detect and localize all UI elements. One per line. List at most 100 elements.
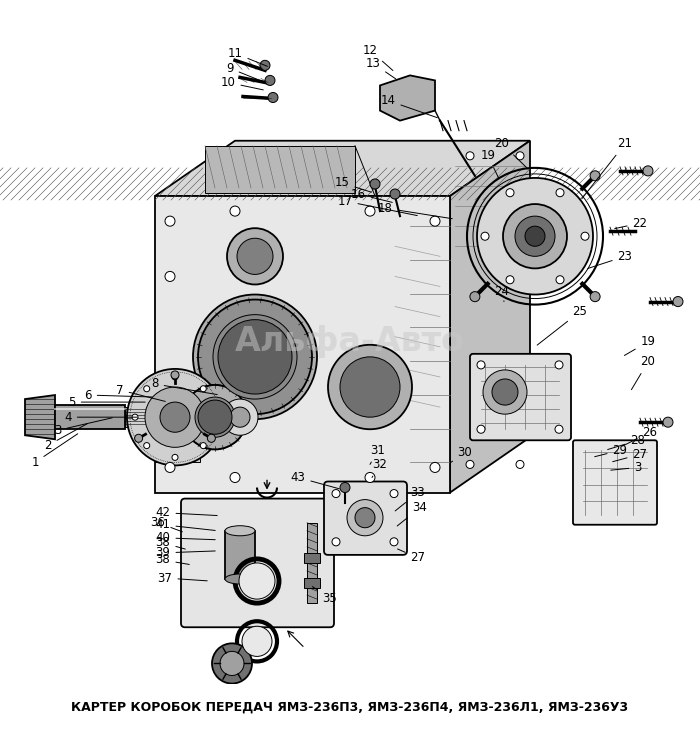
Text: 39: 39 [155, 546, 215, 559]
Circle shape [516, 152, 524, 159]
Circle shape [268, 93, 278, 102]
Text: 18: 18 [377, 201, 452, 219]
Bar [304, 578, 320, 588]
Text: 38: 38 [155, 553, 189, 567]
Text: КАРТЕР КОРОБОК ПЕРЕДАЧ ЯМЗ-236П3, ЯМЗ-236П4, ЯМЗ-236Л1, ЯМЗ-236У3: КАРТЕР КОРОБОК ПЕРЕДАЧ ЯМЗ-236П3, ЯМЗ-23… [71, 700, 629, 713]
Polygon shape [155, 140, 530, 196]
Circle shape [477, 426, 485, 433]
Circle shape [165, 407, 175, 417]
Text: 20: 20 [631, 356, 655, 390]
Bar [307, 523, 317, 603]
Circle shape [195, 397, 235, 437]
Circle shape [200, 386, 206, 392]
Circle shape [172, 374, 178, 380]
Circle shape [481, 232, 489, 240]
Circle shape [556, 276, 564, 284]
Circle shape [134, 434, 143, 442]
Circle shape [643, 166, 653, 176]
FancyBboxPatch shape [324, 481, 407, 555]
Circle shape [222, 399, 258, 435]
Circle shape [483, 370, 527, 414]
Text: 43: 43 [290, 471, 340, 489]
Circle shape [237, 238, 273, 274]
Circle shape [212, 414, 218, 420]
Ellipse shape [225, 526, 255, 536]
Circle shape [200, 442, 206, 448]
Circle shape [260, 60, 270, 71]
Circle shape [355, 508, 375, 528]
Circle shape [165, 271, 175, 282]
Circle shape [365, 206, 375, 216]
Text: 42: 42 [155, 506, 217, 519]
Circle shape [590, 292, 600, 301]
Text: 20: 20 [495, 137, 528, 169]
Circle shape [390, 490, 398, 498]
Text: 3: 3 [611, 461, 642, 474]
Circle shape [340, 482, 350, 492]
Text: 22: 22 [615, 217, 648, 229]
Circle shape [230, 407, 250, 427]
Circle shape [390, 538, 398, 546]
Text: 26: 26 [622, 426, 657, 446]
Text: 12: 12 [363, 44, 393, 71]
Bar [205, 146, 355, 193]
Circle shape [328, 345, 412, 429]
Text: 21: 21 [582, 137, 633, 199]
Circle shape [466, 460, 474, 468]
Text: 7: 7 [116, 384, 165, 401]
Text: 9: 9 [226, 62, 262, 82]
Circle shape [207, 434, 216, 442]
Bar [55, 405, 125, 429]
Text: 35: 35 [312, 587, 337, 605]
Circle shape [347, 500, 383, 536]
Text: 34: 34 [397, 501, 428, 526]
Text: 16: 16 [351, 187, 392, 202]
Circle shape [430, 216, 440, 226]
Text: 14: 14 [381, 94, 438, 118]
Text: 38: 38 [155, 537, 186, 549]
Circle shape [525, 226, 545, 246]
Circle shape [515, 216, 555, 257]
Text: 3: 3 [55, 417, 112, 437]
Circle shape [127, 369, 223, 465]
Text: 27: 27 [398, 549, 426, 564]
Circle shape [242, 626, 272, 656]
Circle shape [183, 385, 247, 449]
Circle shape [556, 189, 564, 197]
Ellipse shape [225, 574, 255, 584]
Text: 5: 5 [69, 395, 145, 409]
Text: 36: 36 [150, 516, 183, 532]
Circle shape [332, 490, 340, 498]
Circle shape [160, 402, 190, 432]
Circle shape [590, 171, 600, 181]
Text: 11: 11 [228, 47, 267, 66]
Circle shape [503, 204, 567, 268]
Bar [304, 553, 320, 563]
Circle shape [365, 473, 375, 482]
Polygon shape [380, 76, 435, 121]
Text: 1: 1 [32, 434, 78, 469]
Circle shape [132, 414, 138, 420]
FancyBboxPatch shape [181, 498, 334, 627]
Bar [195, 168, 490, 200]
Circle shape [212, 643, 252, 684]
Circle shape [198, 300, 312, 414]
Text: 24: 24 [494, 285, 510, 301]
Circle shape [555, 361, 563, 369]
Text: 25: 25 [537, 305, 587, 345]
Circle shape [492, 379, 518, 405]
Polygon shape [25, 395, 55, 440]
Circle shape [145, 387, 205, 448]
Circle shape [165, 462, 175, 473]
Circle shape [183, 385, 247, 449]
Circle shape [171, 371, 179, 379]
Circle shape [663, 417, 673, 427]
Circle shape [218, 320, 292, 394]
Bar [155, 382, 200, 462]
Circle shape [673, 296, 683, 306]
Text: 37: 37 [158, 572, 207, 584]
Text: 27: 27 [612, 448, 648, 462]
Text: 10: 10 [220, 76, 263, 90]
Circle shape [230, 206, 240, 216]
Circle shape [477, 178, 593, 295]
